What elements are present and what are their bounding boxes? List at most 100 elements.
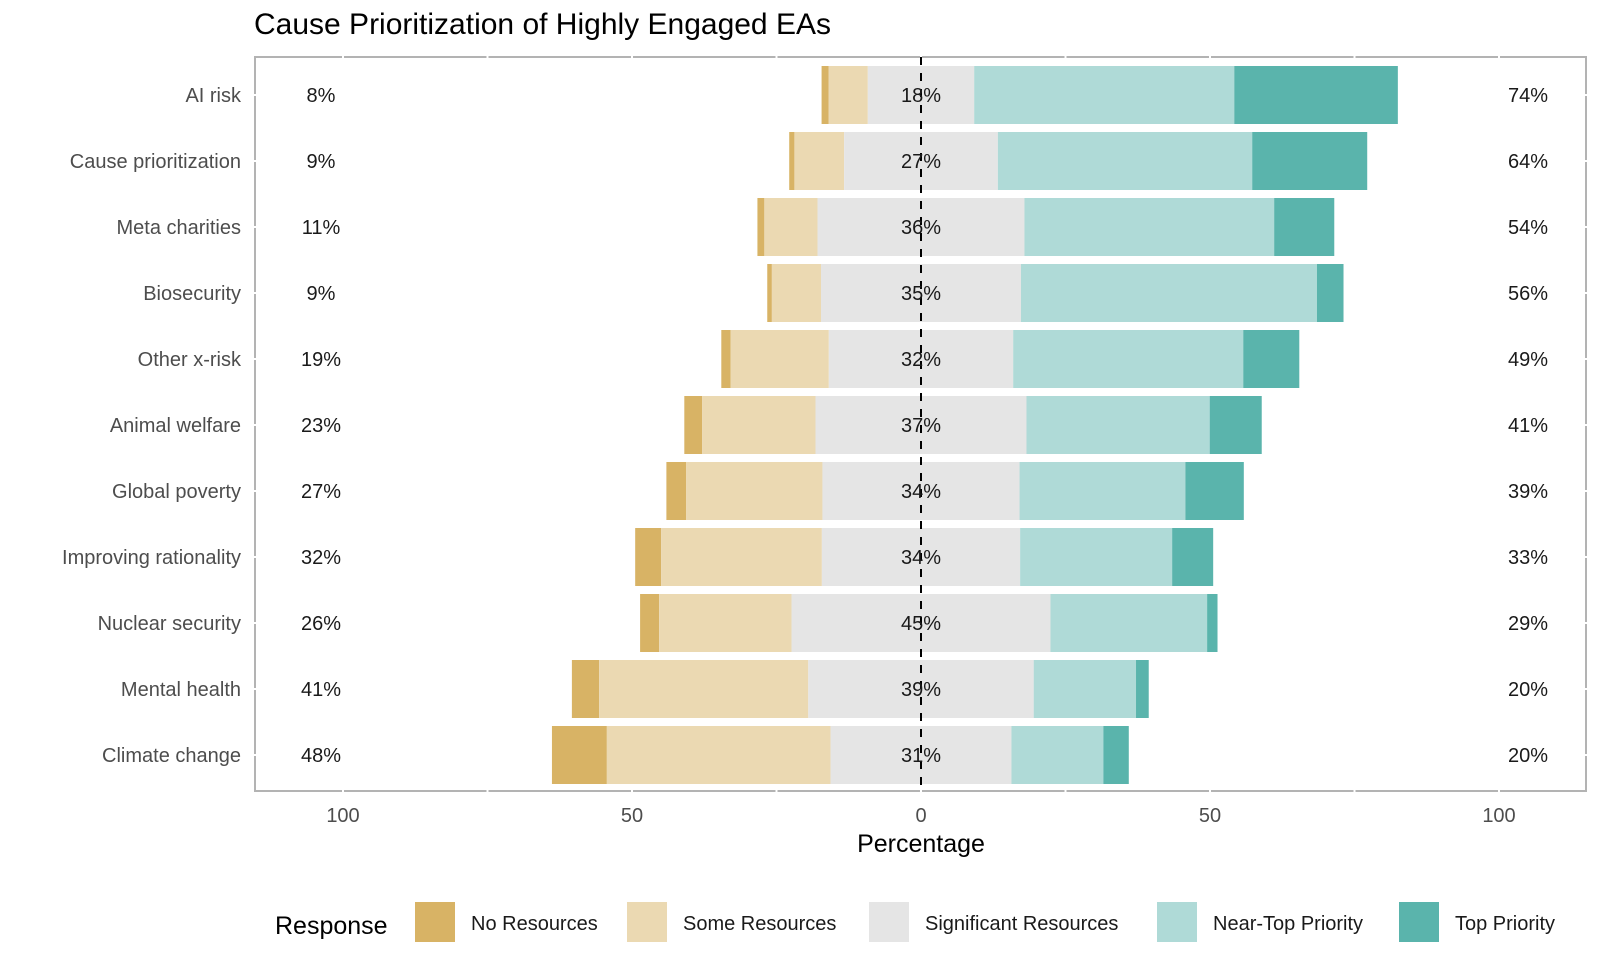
bar-no-resources xyxy=(635,528,662,586)
x-axis-label: Percentage xyxy=(857,830,985,858)
bar-near-top-priority xyxy=(1019,462,1186,520)
y-tick-label: Mental health xyxy=(121,679,241,701)
left-percent-label: 48% xyxy=(301,745,341,767)
right-percent-label: 20% xyxy=(1508,679,1548,701)
bar-top-priority xyxy=(1103,726,1129,784)
center-percent-label: 32% xyxy=(901,349,941,371)
right-percent-label: 33% xyxy=(1508,547,1548,569)
bar-top-priority xyxy=(1234,66,1398,124)
x-tick-label: 100 xyxy=(1482,805,1515,827)
right-percent-label: 41% xyxy=(1508,415,1548,437)
bar-near-top-priority xyxy=(1024,198,1275,256)
right-percent-label: 29% xyxy=(1508,613,1548,635)
bar-near-top-priority xyxy=(1050,594,1208,652)
bar-top-priority xyxy=(1207,594,1218,652)
right-percent-label: 54% xyxy=(1508,217,1548,239)
x-tick-label: 50 xyxy=(621,805,643,827)
bar-row xyxy=(721,330,1300,388)
legend-label: Significant Resources xyxy=(925,913,1118,935)
bar-some-resources xyxy=(661,528,822,586)
bar-row xyxy=(757,198,1335,256)
legend-label: Top Priority xyxy=(1455,913,1555,935)
bar-no-resources xyxy=(721,330,731,388)
bar-near-top-priority xyxy=(1033,660,1137,718)
bar-some-resources xyxy=(730,330,829,388)
y-axis: AI risk Cause prioritization Meta charitie… xyxy=(62,85,242,767)
bar-top-priority xyxy=(1274,198,1335,256)
bar-some-resources xyxy=(794,132,845,190)
bar-some-resources xyxy=(764,198,818,256)
bar-no-resources xyxy=(767,264,772,322)
chart-title: Cause Prioritization of Highly Engaged E… xyxy=(254,8,831,41)
bar-row xyxy=(666,462,1244,520)
bar-top-priority xyxy=(1136,660,1149,718)
y-tick-label: Cause prioritization xyxy=(70,151,241,173)
legend-swatch xyxy=(627,902,667,942)
left-percent-label: 9% xyxy=(307,283,336,305)
bar-no-resources xyxy=(757,198,765,256)
y-tick-label: AI risk xyxy=(185,85,242,107)
bars-layer xyxy=(551,66,1398,784)
y-tick-label: Biosecurity xyxy=(143,283,241,305)
left-percent-label: 11% xyxy=(302,217,341,239)
bar-no-resources xyxy=(640,594,660,652)
left-percent-label: 32% xyxy=(301,547,341,569)
y-tick-label: Other x-risk xyxy=(138,349,242,371)
legend-label: Near-Top Priority xyxy=(1213,913,1363,935)
x-axis: 100 50 0 50 100 xyxy=(326,805,1515,827)
x-tick-label: 0 xyxy=(915,805,926,827)
bar-top-priority xyxy=(1252,132,1368,190)
labels-layer: 8% 18% 74% 9% 27% 64% 11% 36% 54% 9% 35% 56% 19% 32% 4… xyxy=(301,85,1548,767)
bar-top-priority xyxy=(1172,528,1214,586)
center-percent-label: 36% xyxy=(901,217,941,239)
bar-row xyxy=(767,264,1344,322)
right-percent-label: 49% xyxy=(1508,349,1548,371)
left-percent-label: 19% xyxy=(301,349,341,371)
bar-row xyxy=(551,726,1129,784)
bar-near-top-priority xyxy=(974,66,1235,124)
right-percent-label: 20% xyxy=(1508,745,1548,767)
center-percent-label: 31% xyxy=(901,745,941,767)
y-tick-label: Meta charities xyxy=(117,217,242,239)
bar-some-resources xyxy=(828,66,868,124)
center-percent-label: 18% xyxy=(901,85,941,107)
center-percent-label: 34% xyxy=(901,481,941,503)
bar-some-resources xyxy=(599,660,809,718)
bar-some-resources xyxy=(702,396,816,454)
bar-near-top-priority xyxy=(1020,264,1317,322)
x-tick-label: 100 xyxy=(326,805,359,827)
bar-no-resources xyxy=(551,726,607,784)
left-percent-label: 26% xyxy=(301,613,341,635)
legend-label: No Resources xyxy=(471,913,598,935)
bar-top-priority xyxy=(1209,396,1262,454)
bar-row xyxy=(789,132,1368,190)
bar-near-top-priority xyxy=(1026,396,1210,454)
bar-no-resources xyxy=(821,66,829,124)
y-tick-label: Nuclear security xyxy=(98,613,241,635)
bar-near-top-priority xyxy=(1013,330,1244,388)
right-percent-label: 74% xyxy=(1508,85,1548,107)
y-tick-label: Improving rationality xyxy=(62,547,241,569)
bar-near-top-priority xyxy=(997,132,1253,190)
legend-item: Significant Resources xyxy=(869,902,1118,942)
legend-swatch xyxy=(869,902,909,942)
left-percent-label: 8% xyxy=(307,85,336,107)
center-percent-label: 45% xyxy=(901,613,941,635)
legend-item: Some Resources xyxy=(627,902,836,942)
right-percent-label: 64% xyxy=(1508,151,1548,173)
center-percent-label: 27% xyxy=(901,151,941,173)
legend-title: Response xyxy=(275,912,388,940)
bar-no-resources xyxy=(684,396,703,454)
bar-significant-resources xyxy=(821,264,1021,322)
center-percent-label: 34% xyxy=(901,547,941,569)
bar-no-resources xyxy=(789,132,795,190)
center-percent-label: 35% xyxy=(901,283,941,305)
y-tick-label: Climate change xyxy=(102,745,241,767)
legend: Response No Resources Some Resources Signif… xyxy=(275,902,1555,942)
bar-top-priority xyxy=(1316,264,1344,322)
left-percent-label: 9% xyxy=(307,151,336,173)
left-percent-label: 23% xyxy=(301,415,341,437)
legend-label: Some Resources xyxy=(683,913,836,935)
bar-some-resources xyxy=(686,462,823,520)
